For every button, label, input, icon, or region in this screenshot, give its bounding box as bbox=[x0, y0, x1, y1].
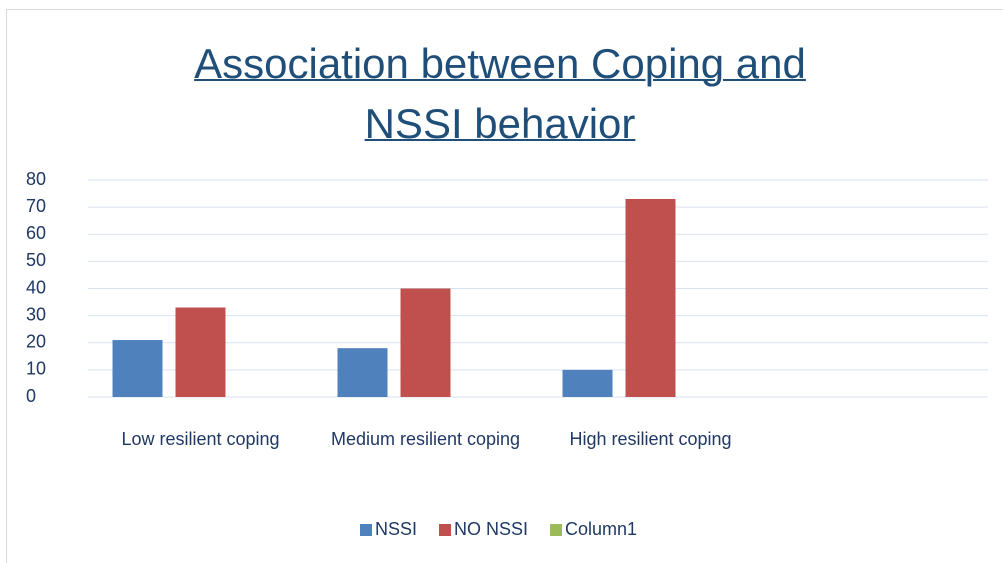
y-tick-label: 20 bbox=[26, 332, 46, 352]
x-tick-label: Low resilient coping bbox=[121, 429, 280, 449]
y-tick-label: 40 bbox=[26, 277, 46, 297]
chart-border bbox=[6, 9, 1003, 563]
legend-swatch bbox=[550, 524, 563, 536]
x-tick-label: High resilient coping bbox=[569, 429, 732, 449]
y-tick-label: 50 bbox=[26, 250, 46, 270]
bar bbox=[112, 340, 163, 397]
chart-title: Association between Coping and NSSI beha… bbox=[194, 40, 806, 147]
legend-label: NO NSSI bbox=[454, 519, 528, 539]
legend-swatch bbox=[360, 524, 372, 536]
y-tick-label: 60 bbox=[26, 223, 46, 243]
x-tick-label: Medium resilient coping bbox=[330, 429, 521, 449]
y-tick-label: 0 bbox=[26, 386, 36, 406]
legend-swatch bbox=[439, 524, 452, 536]
bar bbox=[400, 288, 451, 397]
y-tick-label: 30 bbox=[26, 304, 46, 324]
bar bbox=[337, 348, 388, 397]
y-tick-label: 70 bbox=[26, 196, 46, 216]
bar bbox=[562, 369, 613, 397]
bar bbox=[175, 307, 226, 397]
bar bbox=[625, 198, 676, 397]
legend-label: Column1 bbox=[565, 519, 637, 539]
y-tick-label: 10 bbox=[26, 359, 46, 379]
y-tick-label: 80 bbox=[26, 169, 46, 189]
legend-label: NSSI bbox=[375, 519, 417, 539]
